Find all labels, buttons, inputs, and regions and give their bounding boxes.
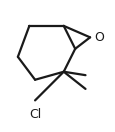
Text: O: O — [94, 31, 104, 44]
Text: Cl: Cl — [29, 108, 41, 121]
